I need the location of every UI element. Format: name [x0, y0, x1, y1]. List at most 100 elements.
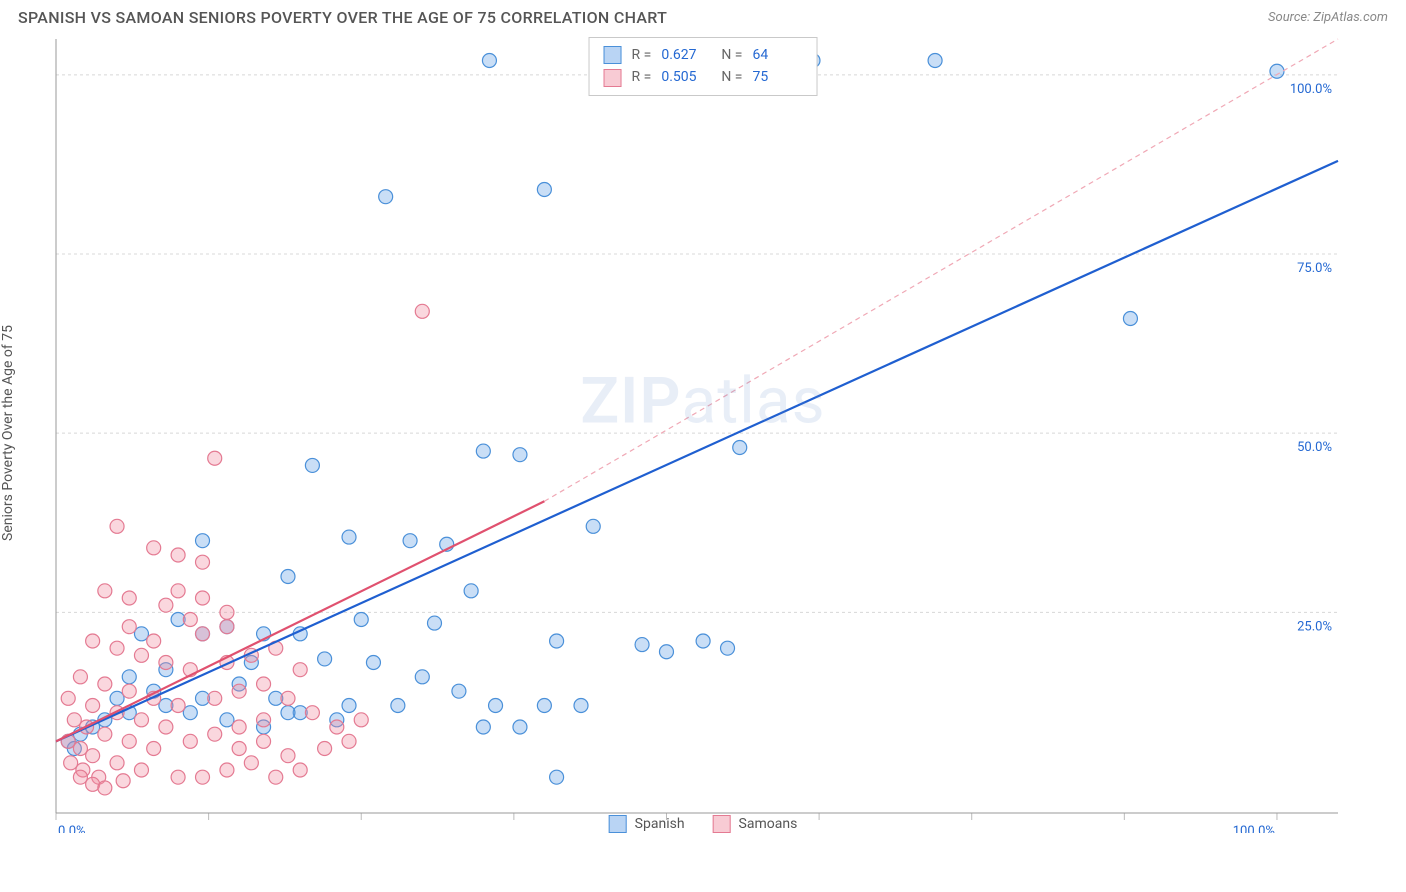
legend-swatch-spanish: [609, 815, 627, 833]
series-legend: Spanish Samoans: [609, 815, 798, 833]
data-point: [415, 304, 429, 318]
scatter-chart: 25.0%50.0%75.0%100.0%0.0%100.0%: [18, 33, 1348, 833]
data-point: [574, 699, 588, 713]
data-point: [721, 641, 735, 655]
data-point: [379, 190, 393, 204]
data-point: [98, 781, 112, 795]
data-point: [183, 734, 197, 748]
data-point: [98, 677, 112, 691]
svg-text:100.0%: 100.0%: [1290, 82, 1332, 97]
data-point: [452, 684, 466, 698]
trend-line-extension: [544, 39, 1338, 501]
trend-line: [56, 161, 1338, 742]
data-point: [159, 720, 173, 734]
data-point: [537, 699, 551, 713]
data-point: [928, 54, 942, 68]
n-label: N =: [721, 44, 742, 66]
data-point: [64, 756, 78, 770]
data-point: [110, 641, 124, 655]
svg-text:0.0%: 0.0%: [58, 824, 86, 833]
data-point: [110, 756, 124, 770]
correlation-row-samoans: R = 0.505 N = 75: [604, 66, 803, 88]
data-point: [147, 742, 161, 756]
data-point: [110, 691, 124, 705]
data-point: [354, 713, 368, 727]
n-value-spanish: 64: [752, 44, 802, 66]
legend-item-spanish: Spanish: [609, 815, 685, 833]
swatch-samoans: [604, 69, 622, 87]
data-point: [305, 706, 319, 720]
data-point: [171, 699, 185, 713]
data-point: [257, 713, 271, 727]
data-point: [232, 720, 246, 734]
data-point: [318, 652, 332, 666]
y-axis-label: Seniors Poverty Over the Age of 75: [0, 325, 16, 541]
legend-swatch-samoans: [713, 815, 731, 833]
data-point: [122, 684, 136, 698]
data-point: [342, 699, 356, 713]
data-point: [171, 548, 185, 562]
data-point: [476, 720, 490, 734]
r-value-spanish: 0.627: [661, 44, 711, 66]
data-point: [293, 763, 307, 777]
data-point: [122, 670, 136, 684]
data-point: [427, 616, 441, 630]
data-point: [342, 734, 356, 748]
data-point: [122, 734, 136, 748]
data-point: [1270, 64, 1284, 78]
data-point: [134, 763, 148, 777]
data-point: [696, 634, 710, 648]
data-point: [281, 570, 295, 584]
data-point: [232, 742, 246, 756]
n-value-samoans: 75: [752, 66, 802, 88]
data-point: [257, 677, 271, 691]
data-point: [86, 699, 100, 713]
chart-container: Seniors Poverty Over the Age of 75 ZIPat…: [18, 33, 1388, 833]
legend-item-samoans: Samoans: [713, 815, 798, 833]
data-point: [550, 634, 564, 648]
n-label: N =: [721, 66, 742, 88]
r-value-samoans: 0.505: [661, 66, 711, 88]
data-point: [98, 584, 112, 598]
data-point: [196, 555, 210, 569]
legend-label-spanish: Spanish: [635, 816, 685, 832]
data-point: [403, 534, 417, 548]
correlation-row-spanish: R = 0.627 N = 64: [604, 44, 803, 66]
swatch-spanish: [604, 46, 622, 64]
data-point: [196, 627, 210, 641]
data-point: [305, 458, 319, 472]
data-point: [232, 684, 246, 698]
data-point: [98, 727, 112, 741]
data-point: [196, 534, 210, 548]
data-point: [134, 648, 148, 662]
data-point: [110, 519, 124, 533]
svg-text:75.0%: 75.0%: [1297, 261, 1332, 276]
data-point: [269, 770, 283, 784]
data-point: [513, 720, 527, 734]
data-point: [208, 451, 222, 465]
data-point: [550, 770, 564, 784]
data-point: [73, 770, 87, 784]
data-point: [537, 183, 551, 197]
data-point: [183, 706, 197, 720]
data-point: [464, 584, 478, 598]
data-point: [293, 663, 307, 677]
data-point: [318, 742, 332, 756]
data-point: [61, 691, 75, 705]
data-point: [733, 441, 747, 455]
data-point: [220, 713, 234, 727]
data-point: [86, 749, 100, 763]
r-label: R =: [632, 66, 652, 88]
correlation-legend: R = 0.627 N = 64 R = 0.505 N = 75: [589, 37, 818, 96]
data-point: [171, 584, 185, 598]
data-point: [208, 727, 222, 741]
svg-text:100.0%: 100.0%: [1233, 824, 1275, 833]
data-point: [73, 742, 87, 756]
data-point: [476, 444, 490, 458]
data-point: [134, 713, 148, 727]
data-point: [342, 530, 356, 544]
data-point: [86, 634, 100, 648]
data-point: [366, 656, 380, 670]
data-point: [354, 613, 368, 627]
data-point: [391, 699, 405, 713]
